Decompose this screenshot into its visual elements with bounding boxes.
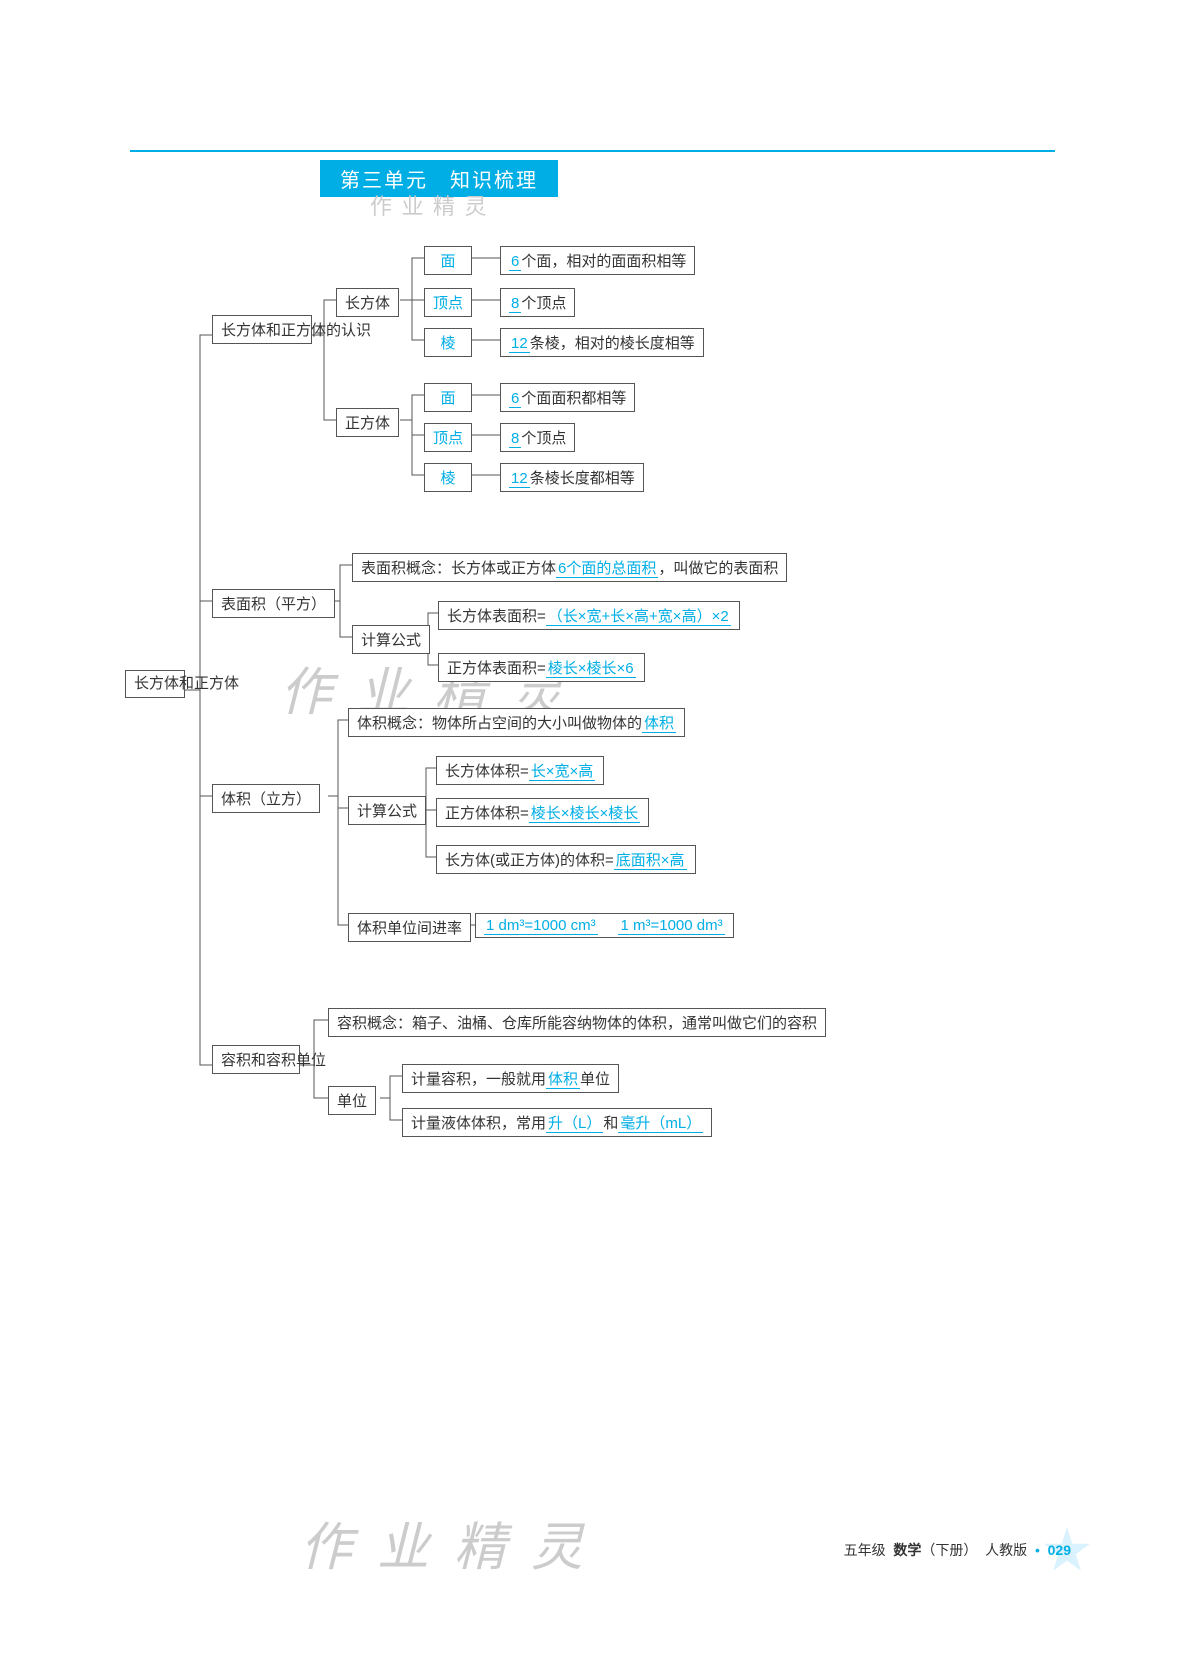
cuboid-edge-k: 棱 xyxy=(424,328,472,357)
recognition-node: 长方体和正方体的认识 xyxy=(212,315,312,344)
cube-face-k: 面 xyxy=(424,383,472,412)
root-node: 长方体和正方体 xyxy=(125,670,185,698)
surface-formula-label: 计算公式 xyxy=(352,625,430,654)
cuboid-vertex-t: 8个顶点 xyxy=(500,288,575,317)
cube-vertex-t: 8个顶点 xyxy=(500,423,575,452)
volume-concept: 体积概念：物体所占空间的大小叫做物体的体积 xyxy=(348,708,685,737)
surface-node: 表面积（平方） xyxy=(212,589,335,618)
capacity-concept: 容积概念：箱子、油桶、仓库所能容纳物体的体积，通常叫做它们的容积 xyxy=(328,1008,826,1037)
cube-edge-k: 棱 xyxy=(424,463,472,492)
volume-unit-label: 体积单位间进率 xyxy=(348,913,471,942)
cuboid-face-k: 面 xyxy=(424,246,472,275)
volume-formula-label: 计算公式 xyxy=(348,796,426,825)
volume-unit-box: 1 dm³=1000 cm³ 1 m³=1000 dm³ xyxy=(475,913,734,938)
watermark-top: 作 业 精 灵 xyxy=(370,195,489,219)
capacity-unit-label: 单位 xyxy=(328,1086,376,1115)
top-rule xyxy=(130,150,1055,152)
cuboid-sa: 长方体表面积=（长×宽+长×高+宽×高）×2 xyxy=(438,601,740,630)
volume-node: 体积（立方） xyxy=(212,784,320,813)
capacity-u2: 计量液体体积，常用升（L）和毫升（mL） xyxy=(402,1108,712,1137)
watermark-bot: 作 业 精 灵 xyxy=(300,1505,589,1580)
cuboid-face-t: 6个面，相对的面面积相等 xyxy=(500,246,695,275)
cuboid-edge-t: 12条棱，相对的棱长度相等 xyxy=(500,328,704,357)
surface-concept: 表面积概念：长方体或正方体6个面的总面积，叫做它的表面积 xyxy=(352,553,787,582)
cube-vertex-k: 顶点 xyxy=(424,423,472,452)
cube-face-t: 6个面面积都相等 xyxy=(500,383,635,412)
capacity-u1: 计量容积，一般就用体积单位 xyxy=(402,1064,619,1093)
cuboid-vertex-k: 顶点 xyxy=(424,288,472,317)
cuboid-v: 长方体体积=长×宽×高 xyxy=(436,756,604,785)
cube-node: 正方体 xyxy=(336,408,399,437)
cuboid-node: 长方体 xyxy=(336,288,399,317)
capacity-node: 容积和容积单位 xyxy=(212,1045,300,1074)
page-title: 第三单元 知识梳理 xyxy=(320,160,558,197)
cube-sa: 正方体表面积=棱长×棱长×6 xyxy=(438,653,645,682)
cube-edge-t: 12条棱长度都相等 xyxy=(500,463,644,492)
page-footer: 五年级 数学（下册） 人教版 • 029 xyxy=(844,1540,1071,1560)
cube-v: 正方体体积=棱长×棱长×棱长 xyxy=(436,798,649,827)
general-v: 长方体(或正方体)的体积=底面积×高 xyxy=(436,845,696,874)
